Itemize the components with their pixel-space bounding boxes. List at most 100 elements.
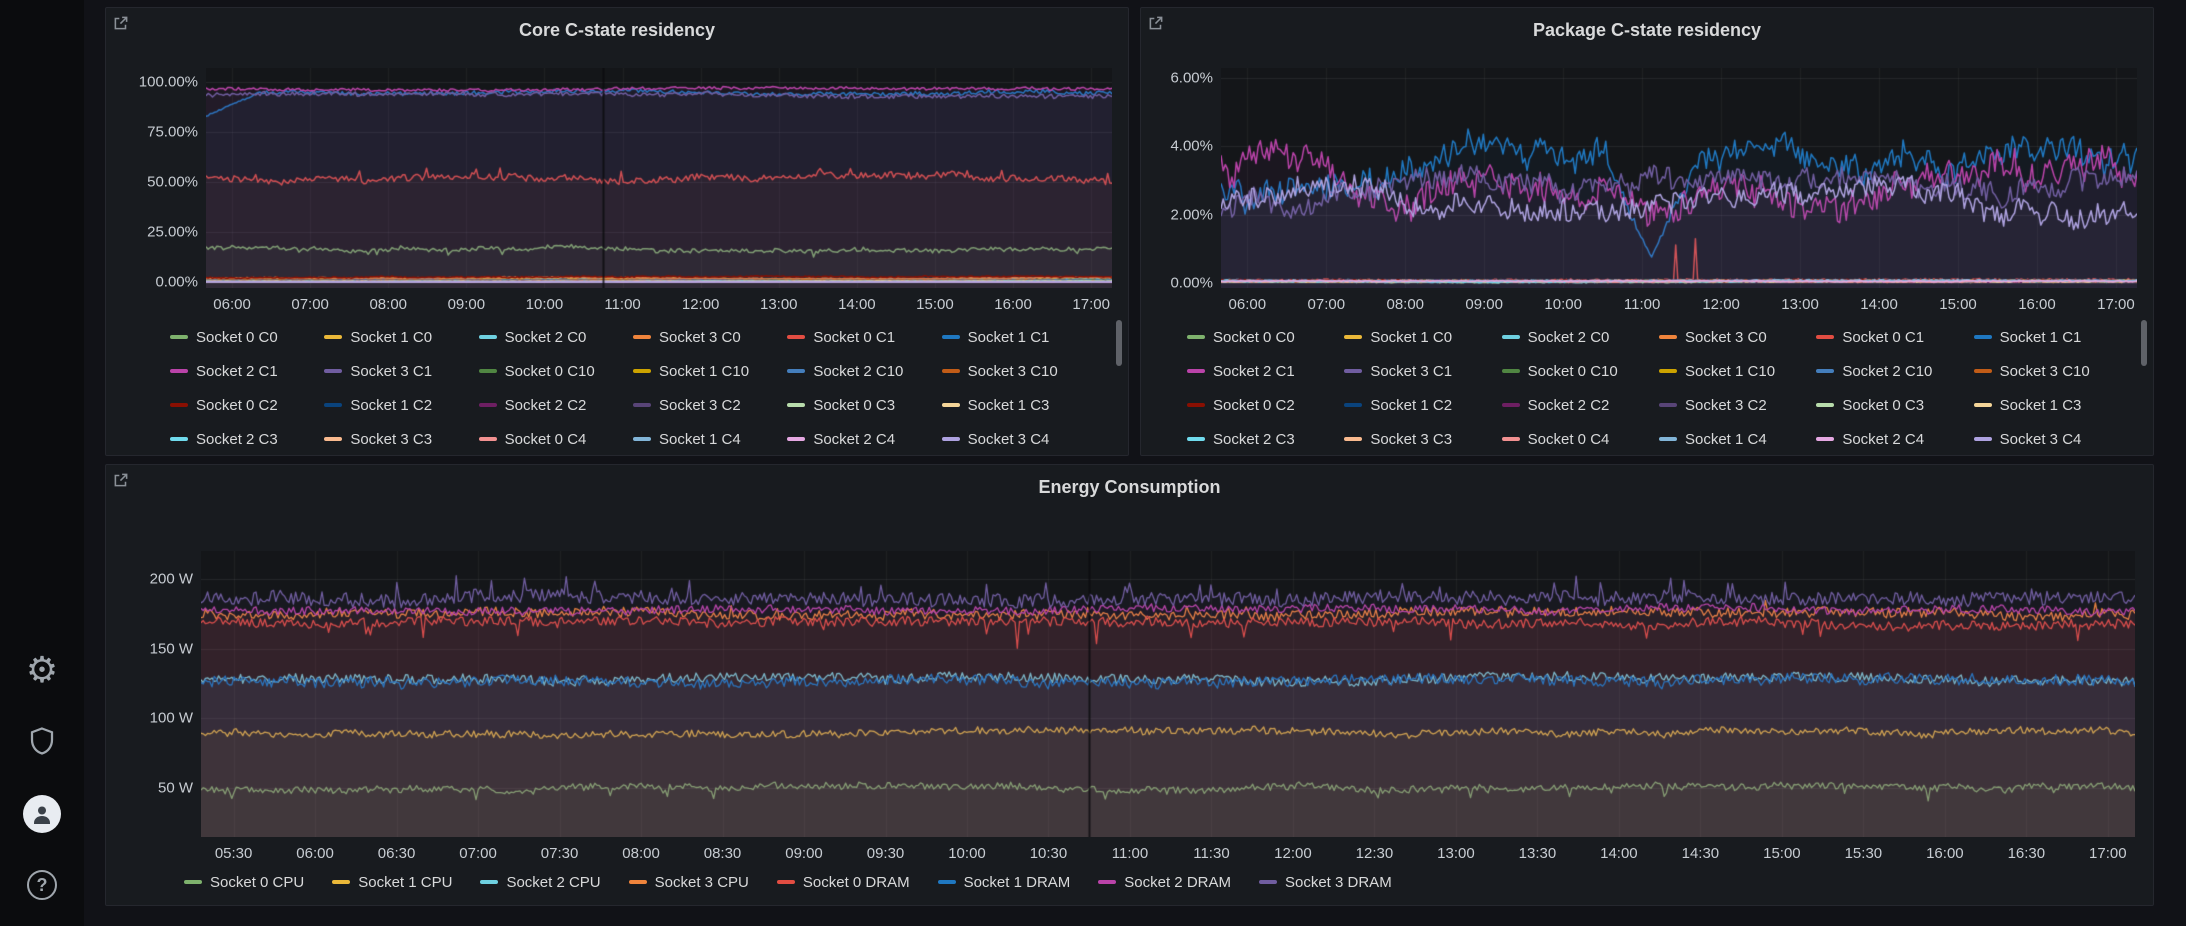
legend-label: Socket 3 C0 [659,329,741,346]
legend-item[interactable]: Socket 2 C0 [1502,329,1659,346]
legend-item[interactable]: Socket 0 C10 [479,363,633,380]
legend-item[interactable]: Socket 3 DRAM [1259,874,1392,891]
gear-icon[interactable]: ⚙ [0,651,84,689]
legend-item[interactable]: Socket 1 C3 [1974,397,2131,414]
energy-consumption-chart[interactable] [201,551,2135,837]
legend-item[interactable]: Socket 0 C10 [1502,363,1659,380]
legend-item[interactable]: Socket 2 C1 [1187,363,1344,380]
y-tick-label: 75.00% [122,124,198,141]
legend-item[interactable]: Socket 1 CPU [332,874,452,891]
legend-label: Socket 0 C0 [196,329,278,346]
legend-scrollbar[interactable] [1116,320,1122,366]
legend-item[interactable]: Socket 0 C1 [1816,329,1973,346]
legend-item[interactable]: Socket 1 C1 [942,329,1096,346]
legend-item[interactable]: Socket 0 CPU [184,874,304,891]
legend-item[interactable]: Socket 0 C1 [787,329,941,346]
legend-item[interactable]: Socket 0 C4 [479,431,633,448]
legend-label: Socket 0 C2 [196,397,278,414]
legend-item[interactable]: Socket 2 C4 [1816,431,1973,448]
legend-item[interactable]: Socket 1 C1 [1974,329,2131,346]
legend-scrollbar[interactable] [2141,320,2147,366]
legend-color-marker [633,403,651,407]
legend-item[interactable]: Socket 3 C4 [1974,431,2131,448]
legend-item[interactable]: Socket 3 C10 [942,363,1096,380]
legend-label: Socket 1 C3 [2000,397,2082,414]
legend-item[interactable]: Socket 0 C3 [787,397,941,414]
sidebar: ⚙ ? [0,0,84,926]
legend-color-marker [942,335,960,339]
legend-item[interactable]: Socket 0 C2 [170,397,324,414]
legend-label: Socket 1 C10 [1685,363,1775,380]
shield-icon[interactable] [0,724,84,758]
legend-item[interactable]: Socket 1 C4 [1659,431,1816,448]
x-tick-label: 11:00 [1112,845,1148,862]
x-tick-label: 14:00 [1860,296,1898,313]
legend-item[interactable]: Socket 1 C0 [324,329,478,346]
legend-label: Socket 2 C0 [1528,329,1610,346]
legend-item[interactable]: Socket 3 CPU [629,874,749,891]
legend-color-marker [1816,403,1834,407]
legend-item[interactable]: Socket 0 C2 [1187,397,1344,414]
legend-item[interactable]: Socket 1 C10 [1659,363,1816,380]
legend-item[interactable]: Socket 1 C10 [633,363,787,380]
legend-item[interactable]: Socket 2 DRAM [1098,874,1231,891]
panel-title[interactable]: Energy Consumption [106,477,2153,498]
legend-item[interactable]: Socket 2 C3 [170,431,324,448]
legend-item[interactable]: Socket 3 C0 [633,329,787,346]
legend-item[interactable]: Socket 2 C2 [479,397,633,414]
x-tick-label: 08:00 [369,296,407,313]
legend-item[interactable]: Socket 0 DRAM [777,874,910,891]
legend-item[interactable]: Socket 3 C2 [633,397,787,414]
legend-label: Socket 1 C2 [350,397,432,414]
legend-item[interactable]: Socket 1 C0 [1344,329,1501,346]
legend-label: Socket 3 C0 [1685,329,1767,346]
legend-label: Socket 0 C10 [1528,363,1618,380]
legend-item[interactable]: Socket 1 DRAM [938,874,1071,891]
legend-item[interactable]: Socket 1 C3 [942,397,1096,414]
legend-item[interactable]: Socket 3 C2 [1659,397,1816,414]
legend-label: Socket 3 C10 [968,363,1058,380]
package-cstate-chart[interactable] [1221,68,2137,288]
x-tick-label: 06:00 [296,845,334,862]
help-icon[interactable]: ? [0,869,84,901]
legend-item[interactable]: Socket 0 C0 [170,329,324,346]
legend-item[interactable]: Socket 2 C1 [170,363,324,380]
legend-item[interactable]: Socket 2 C3 [1187,431,1344,448]
legend-item[interactable]: Socket 3 C1 [324,363,478,380]
legend-color-marker [324,437,342,441]
core-cstate-chart[interactable] [206,68,1112,288]
legend-item[interactable]: Socket 3 C10 [1974,363,2131,380]
legend-item[interactable]: Socket 3 C0 [1659,329,1816,346]
panel-title[interactable]: Package C-state residency [1141,20,2153,41]
x-tick-label: 11:30 [1193,845,1229,862]
legend-item[interactable]: Socket 2 CPU [480,874,600,891]
panel-title[interactable]: Core C-state residency [106,20,1128,41]
legend-item[interactable]: Socket 0 C4 [1502,431,1659,448]
legend-color-marker [1187,335,1205,339]
legend-item[interactable]: Socket 3 C1 [1344,363,1501,380]
legend-item[interactable]: Socket 3 C4 [942,431,1096,448]
legend-item[interactable]: Socket 3 C3 [324,431,478,448]
legend-item[interactable]: Socket 0 C3 [1816,397,1973,414]
legend-item[interactable]: Socket 2 C4 [787,431,941,448]
legend-item[interactable]: Socket 1 C4 [633,431,787,448]
x-tick-label: 08:00 [1386,296,1424,313]
legend-item[interactable]: Socket 2 C2 [1502,397,1659,414]
legend-color-marker [184,880,202,884]
legend-item[interactable]: Socket 2 C0 [479,329,633,346]
legend-item[interactable]: Socket 2 C10 [1816,363,1973,380]
legend-color-marker [1187,403,1205,407]
legend-label: Socket 3 C1 [350,363,432,380]
legend-label: Socket 2 C2 [1528,397,1610,414]
legend-item[interactable]: Socket 3 C3 [1344,431,1501,448]
legend-item[interactable]: Socket 0 C0 [1187,329,1344,346]
legend-item[interactable]: Socket 1 C2 [1344,397,1501,414]
legend-color-marker [1816,369,1834,373]
legend-color-marker [479,403,497,407]
legend-label: Socket 0 C1 [1842,329,1924,346]
legend-item[interactable]: Socket 1 C2 [324,397,478,414]
legend-label: Socket 3 C1 [1370,363,1452,380]
legend-item[interactable]: Socket 2 C10 [787,363,941,380]
avatar[interactable] [0,794,84,834]
panel-energy-consumption: Energy Consumption Socket 0 CPU Socket 1 … [105,464,2154,906]
